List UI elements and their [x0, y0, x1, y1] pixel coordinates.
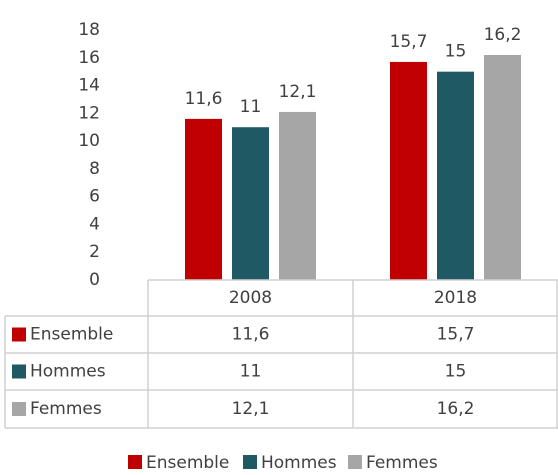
y-tick-label: 2 — [89, 242, 100, 262]
y-tick-label: 0 — [89, 270, 100, 290]
data-label: 12,1 — [279, 82, 317, 102]
y-tick-label: 10 — [78, 131, 100, 151]
table-row-label: Ensemble — [30, 325, 113, 345]
table-header: 2008 — [229, 288, 272, 308]
table-cell: 15 — [445, 362, 467, 382]
bar — [232, 127, 269, 280]
bar — [390, 61, 427, 280]
data-label: 11 — [240, 97, 262, 117]
table-cell: 11 — [240, 362, 262, 382]
bar — [279, 111, 316, 280]
y-tick-label: 18 — [78, 20, 100, 40]
table-row-label: Hommes — [30, 362, 106, 382]
legend-key — [348, 455, 362, 469]
table-cell: 11,6 — [232, 325, 270, 345]
y-tick-label: 16 — [78, 48, 100, 68]
data-label: 16,2 — [484, 25, 522, 45]
y-tick-label: 14 — [78, 76, 100, 96]
table-legend-key — [12, 327, 26, 342]
y-tick-label: 6 — [89, 187, 100, 207]
legend-label: Hommes — [261, 453, 337, 473]
bar — [185, 118, 222, 280]
table-cell: 12,1 — [232, 399, 270, 419]
table-legend-key — [12, 402, 26, 416]
legend-key — [243, 455, 257, 469]
legend-label: Femmes — [366, 453, 438, 473]
data-label: 11,6 — [185, 89, 223, 109]
table-legend-key — [12, 364, 26, 379]
data-label: 15,7 — [390, 32, 428, 52]
table-row-label: Femmes — [30, 399, 102, 419]
data-label: 15 — [445, 42, 467, 62]
y-tick-label: 4 — [89, 214, 100, 234]
legend-label: Ensemble — [146, 453, 229, 473]
legend-key — [128, 455, 142, 469]
bar — [437, 71, 474, 281]
y-tick-label: 8 — [89, 159, 100, 179]
table-cell: 15,7 — [437, 325, 475, 345]
bar — [484, 55, 521, 280]
table-header: 2018 — [434, 288, 477, 308]
table-cell: 16,2 — [437, 399, 475, 419]
y-tick-label: 12 — [78, 103, 100, 123]
